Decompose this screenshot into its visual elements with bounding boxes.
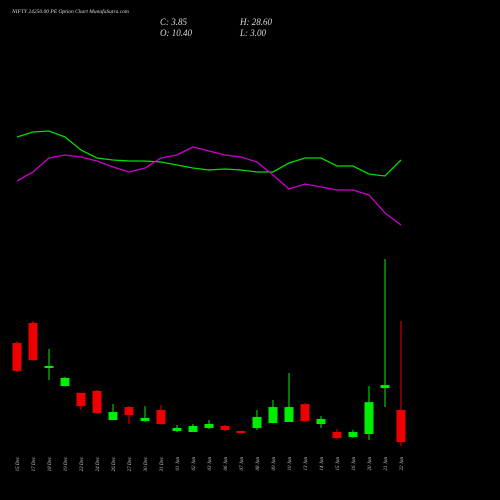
candle-body [92,390,102,413]
candle-body [44,366,54,368]
candle-body [380,385,390,388]
candle-body [220,425,230,431]
x-tick-label: 03 Jan [208,457,213,471]
x-tick-label: 31 Dec [160,456,165,471]
candle-body [316,418,326,425]
candle-body [188,425,198,432]
x-tick-label: 15 Dec [16,456,21,471]
x-tick-label: 27 Dec [128,456,133,471]
indicator-line [16,146,402,226]
x-tick-label: 08 Jan [256,457,261,471]
candle-body [108,411,118,420]
high-label: H: 28.60 [239,17,272,27]
x-tick-label: 15 Jan [336,457,341,471]
x-tick-label: 06 Jan [224,457,229,471]
candle-body [300,404,310,421]
candle-body [28,322,38,361]
candle-body [364,402,374,434]
candle-body [12,343,22,371]
x-tick-label: 23 Dec [80,456,85,471]
candle-body [252,416,262,428]
x-tick-label: 20 Jan [368,457,373,471]
x-tick-label: 02 Jan [192,457,197,471]
close-label: C: 3.85 [160,17,188,27]
candle-body [124,407,134,415]
open-label: O: 10.40 [160,28,192,38]
x-tick-label: 26 Dec [112,456,117,471]
candle-body [156,409,166,425]
x-tick-label: 30 Dec [144,456,149,471]
candle-body [60,377,70,387]
x-tick-label: 16 Jan [352,457,357,471]
candle-body [172,427,182,431]
x-tick-label: 07 Jan [240,457,245,471]
candle-body [236,430,246,433]
candle-body [268,407,278,423]
candle-body [204,424,214,428]
candle-body [76,392,86,407]
x-tick-label: 13 Jan [304,457,309,471]
x-tick-label: 24 Dec [96,456,101,471]
x-tick-label: 14 Jan [320,457,325,471]
x-tick-label: 18 Dec [48,456,53,471]
x-tick-label: 17 Dec [32,456,37,471]
candle-body [332,431,342,438]
indicator-line [16,130,402,177]
low-label: L: 3.00 [239,28,267,38]
x-tick-label: 19 Dec [64,456,69,471]
candle-body [284,407,294,423]
x-tick-label: 10 Jan [288,457,293,471]
x-tick-label: 22 Jan [400,457,405,471]
x-tick-label: 09 Jan [272,457,277,471]
x-tick-label: 01 Jan [176,457,181,471]
candle-body [348,431,358,438]
candle-body [140,417,150,421]
candle-body [396,409,406,442]
chart-title: NIFTY 24250.00 PE Option Chart MunafaSut… [11,8,129,15]
x-tick-label: 21 Jan [384,457,389,471]
